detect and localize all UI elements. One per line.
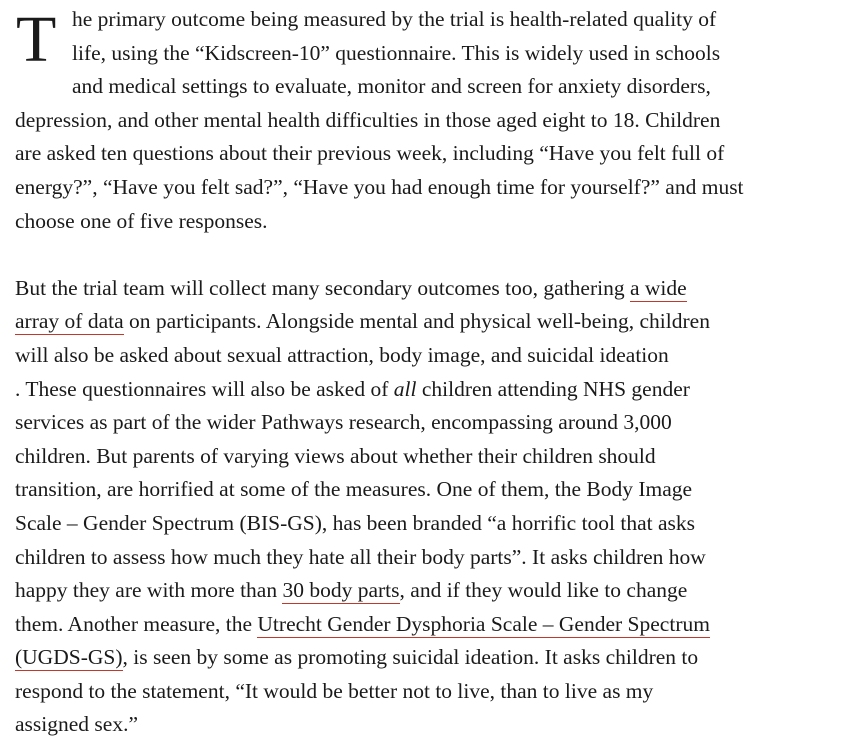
inline-link[interactable]: Utrecht Gender Dysphoria Scale – Gender …	[257, 611, 710, 638]
text-run: But the trial team will collect many sec…	[15, 275, 630, 300]
text-run: children to assess how much they hate al…	[15, 544, 706, 569]
text-line: he primary outcome being measured by the…	[15, 3, 835, 37]
text-run: happy they are with more than	[15, 578, 283, 603]
text-run: Scale – Gender Spectrum (BIS-GS), has be…	[15, 510, 696, 535]
drop-cap: T	[16, 3, 57, 76]
text-run: transition, are horrified at some of the…	[15, 477, 693, 502]
text-line: transition, are horrified at some of the…	[15, 473, 835, 507]
text-run: on participants. Alongside mental and ph…	[123, 309, 710, 334]
text-run: children. But parents of varying views a…	[15, 443, 656, 468]
text-line: Scale – Gender Spectrum (BIS-GS), has be…	[15, 507, 835, 541]
inline-link[interactable]: a wide	[629, 275, 687, 302]
text-run: choose one of five responses.	[15, 208, 268, 233]
paragraph-secondary-outcomes: But the trial team will collect many sec…	[15, 272, 835, 742]
text-run: energy?”, “Have you felt sad?”, “Have yo…	[15, 174, 744, 199]
text-run: children attending NHS gender	[416, 376, 690, 401]
text-run: , and if they would like to change	[399, 578, 688, 603]
text-line: But the trial team will collect many sec…	[15, 272, 835, 306]
text-line: life, using the “Kidscreen-10” questionn…	[15, 37, 835, 71]
text-run: he primary outcome being measured by the…	[72, 7, 717, 31]
inline-link[interactable]: (UGDS-GS)	[15, 645, 123, 672]
paragraph-primary-outcome: he primary outcome being measured by the…	[15, 3, 835, 238]
text-run: and medical settings to evaluate, monito…	[72, 74, 711, 99]
emphasis-text: all	[393, 376, 417, 401]
text-line: energy?”, “Have you felt sad?”, “Have yo…	[15, 171, 835, 205]
text-line: and medical settings to evaluate, monito…	[15, 70, 835, 104]
text-line: array of data on participants. Alongside…	[15, 305, 835, 339]
text-line: respond to the statement, “It would be b…	[15, 675, 835, 709]
text-run: respond to the statement, “It would be b…	[15, 678, 654, 703]
text-line: happy they are with more than 30 body pa…	[15, 574, 835, 608]
inline-link[interactable]: 30 body parts	[282, 578, 400, 605]
text-line: them. Another measure, the Utrecht Gende…	[15, 608, 835, 642]
article-body: T he primary outcome being measured by t…	[15, 3, 835, 742]
text-line: children. But parents of varying views a…	[15, 440, 835, 474]
text-line: will also be asked about sexual attracti…	[15, 339, 835, 373]
text-line: choose one of five responses.	[15, 205, 835, 239]
text-run: are asked ten questions about their prev…	[15, 141, 725, 166]
text-line: depression, and other mental health diff…	[15, 104, 835, 138]
text-run: assigned sex.”	[15, 712, 138, 737]
text-run: services as part of the wider Pathways r…	[15, 410, 672, 435]
text-run: them. Another measure, the	[15, 611, 258, 636]
text-line: are asked ten questions about their prev…	[15, 137, 835, 171]
text-run: . These questionnaires will also be aske…	[15, 376, 394, 401]
text-line: assigned sex.”	[15, 708, 835, 742]
text-run: life, using the “Kidscreen-10” questionn…	[72, 40, 721, 65]
text-line: (UGDS-GS), is seen by some as promoting …	[15, 641, 835, 675]
text-line: services as part of the wider Pathways r…	[15, 406, 835, 440]
text-run: depression, and other mental health diff…	[15, 107, 721, 132]
text-run: , is seen by some as promoting suicidal …	[122, 645, 699, 670]
text-run: will also be asked about sexual attracti…	[15, 342, 669, 367]
inline-link[interactable]: array of data	[15, 309, 124, 336]
text-line: . These questionnaires will also be aske…	[15, 373, 835, 407]
text-line: children to assess how much they hate al…	[15, 541, 835, 575]
